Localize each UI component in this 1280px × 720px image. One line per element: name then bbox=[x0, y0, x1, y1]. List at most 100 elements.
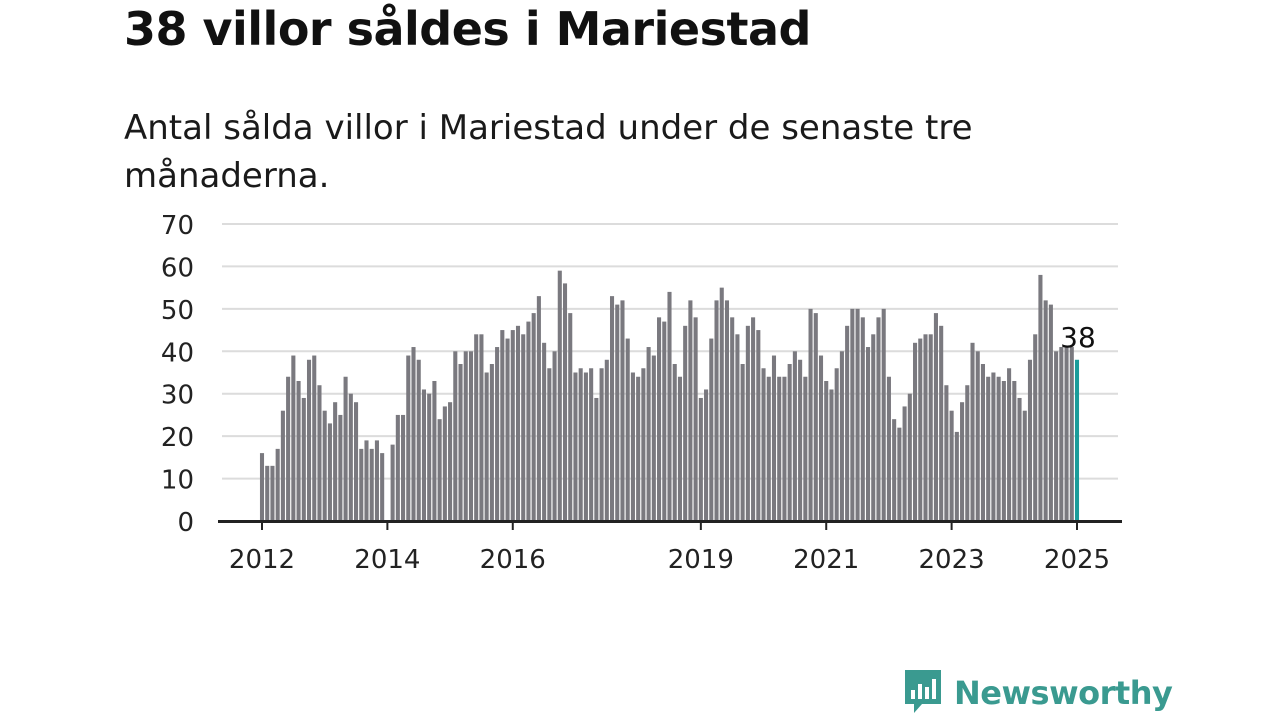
bar bbox=[312, 355, 317, 521]
bar bbox=[390, 444, 395, 521]
bar bbox=[693, 317, 698, 521]
bar bbox=[745, 325, 750, 521]
bar bbox=[902, 406, 907, 521]
bar bbox=[855, 308, 860, 521]
bar bbox=[740, 364, 745, 521]
bar bbox=[489, 364, 494, 521]
bar bbox=[714, 300, 719, 521]
bar bbox=[359, 448, 364, 521]
bar bbox=[662, 321, 667, 521]
bar bbox=[871, 334, 876, 521]
bar bbox=[620, 300, 625, 521]
bar bbox=[625, 338, 630, 521]
bar bbox=[975, 351, 980, 521]
brand[interactable]: Newsworthy bbox=[902, 670, 1173, 716]
bar bbox=[865, 347, 871, 521]
bar bbox=[777, 376, 782, 521]
bar bbox=[1022, 410, 1027, 521]
bar bbox=[792, 351, 797, 521]
bar bbox=[636, 376, 641, 521]
bar bbox=[672, 364, 677, 521]
bar bbox=[986, 376, 991, 521]
y-tick-label: 30 bbox=[161, 381, 194, 411]
x-tick-label: 2021 bbox=[793, 545, 859, 575]
bar bbox=[599, 368, 604, 521]
bar bbox=[876, 317, 881, 521]
x-tick-label: 2025 bbox=[1044, 545, 1110, 575]
bar bbox=[411, 347, 416, 521]
bar bbox=[881, 308, 886, 521]
bar bbox=[965, 385, 970, 521]
bar bbox=[1007, 368, 1012, 521]
brand-name: Newsworthy bbox=[954, 674, 1173, 712]
bar bbox=[474, 334, 479, 521]
bar bbox=[333, 402, 338, 521]
bar bbox=[766, 376, 771, 521]
bar bbox=[813, 313, 818, 521]
bar bbox=[374, 440, 379, 521]
bar bbox=[886, 376, 891, 521]
bar bbox=[657, 317, 662, 521]
bar bbox=[615, 304, 620, 521]
x-axis-ticks: 2012 2014 2016 2019 2021 2023 2025 bbox=[229, 521, 1110, 575]
x-tick-label: 2012 bbox=[229, 545, 295, 575]
bar bbox=[651, 355, 656, 521]
bar bbox=[944, 385, 949, 521]
bar bbox=[630, 372, 635, 521]
bar bbox=[803, 376, 808, 521]
bar bbox=[704, 389, 709, 521]
bar bbox=[1012, 380, 1017, 521]
bar bbox=[479, 334, 484, 521]
bar bbox=[798, 359, 803, 521]
bar bbox=[845, 325, 850, 521]
bar bbox=[1069, 347, 1074, 521]
bar bbox=[432, 380, 437, 521]
bar bbox=[265, 465, 270, 521]
bar bbox=[756, 330, 761, 521]
bar bbox=[918, 338, 923, 521]
bar bbox=[343, 376, 348, 521]
bars bbox=[259, 270, 1080, 521]
bar bbox=[495, 347, 500, 521]
bar bbox=[829, 389, 834, 521]
bar bbox=[646, 347, 651, 521]
bar bbox=[594, 397, 599, 521]
bar bbox=[427, 393, 432, 521]
bar bbox=[808, 308, 813, 521]
bar bbox=[641, 368, 646, 521]
bar bbox=[724, 300, 730, 521]
y-tick-label: 40 bbox=[161, 338, 194, 368]
bar bbox=[939, 325, 944, 521]
bar bbox=[933, 313, 938, 521]
bar bbox=[719, 287, 724, 521]
bar bbox=[416, 359, 421, 521]
bar bbox=[782, 376, 787, 521]
bar-highlight bbox=[1074, 359, 1080, 521]
bar bbox=[1059, 347, 1064, 521]
bar bbox=[970, 342, 975, 521]
bar bbox=[286, 376, 291, 521]
bar bbox=[259, 453, 265, 521]
bar bbox=[771, 355, 777, 521]
bar bbox=[730, 317, 735, 521]
bar bbox=[698, 397, 703, 521]
bar bbox=[923, 334, 928, 521]
bar bbox=[980, 364, 985, 521]
bar bbox=[928, 334, 933, 521]
bar bbox=[573, 372, 578, 521]
x-tick-label: 2016 bbox=[480, 545, 546, 575]
bar bbox=[667, 291, 672, 521]
chart-subtitle: Antal sålda villor i Mariestad under de … bbox=[124, 108, 973, 196]
bar bbox=[322, 410, 327, 521]
bar bbox=[547, 368, 552, 521]
bar bbox=[510, 330, 515, 521]
bar bbox=[448, 402, 453, 521]
bar bbox=[317, 385, 322, 521]
bar bbox=[531, 313, 536, 521]
bar bbox=[280, 410, 285, 521]
bar bbox=[834, 368, 839, 521]
bar bbox=[291, 355, 296, 521]
bar bbox=[1064, 347, 1069, 521]
y-tick-label: 0 bbox=[177, 508, 194, 538]
bar bbox=[500, 330, 505, 521]
